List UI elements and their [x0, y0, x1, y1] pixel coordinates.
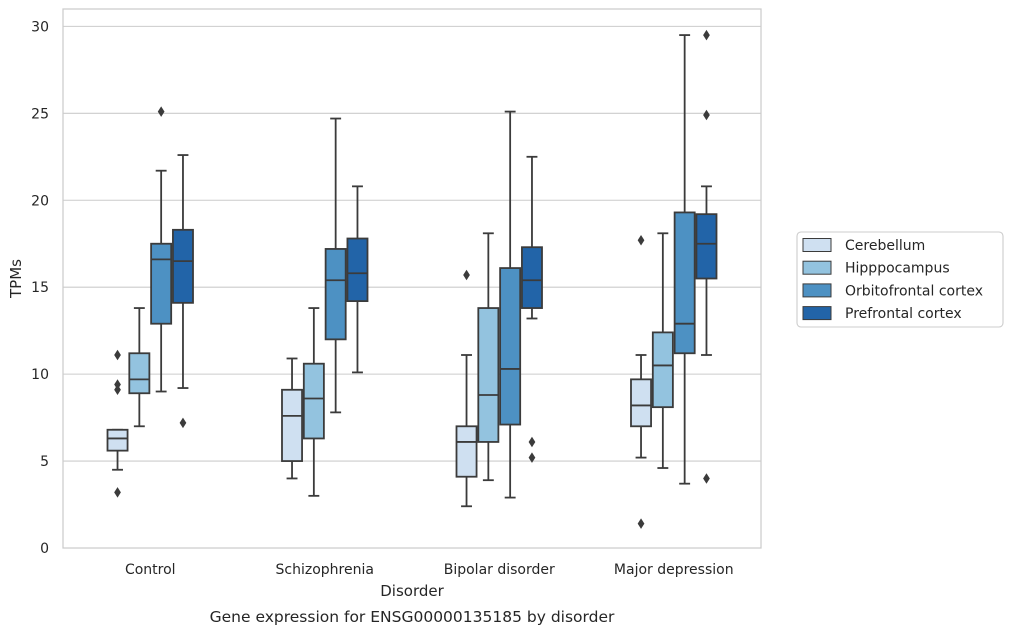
x-tick-label: Schizophrenia — [276, 562, 374, 578]
legend-swatch — [802, 238, 832, 252]
x-tick-label: Bipolar disorder — [444, 562, 555, 578]
y-tick-label: 5 — [40, 454, 49, 470]
box-iqr — [499, 267, 522, 426]
box-cerebellum-0 — [106, 349, 129, 498]
box-iqr — [477, 307, 500, 443]
box-groups — [106, 29, 718, 529]
box-orbitofrontal-cortex-1 — [324, 117, 347, 414]
outlier-point — [528, 436, 536, 448]
legend-swatch — [802, 306, 832, 321]
box-orbitofrontal-cortex-0 — [150, 106, 173, 393]
box-iqr — [150, 242, 173, 325]
x-tick-labels: Control Schizophrenia Bipolar disorder Majo… — [125, 562, 734, 578]
box-prefrontal-cortex-2 — [521, 155, 543, 463]
x-tick-label: Control — [125, 562, 176, 578]
legend: Cerebellum Hipppocampus Orbitofrontal cort… — [796, 231, 1004, 328]
outlier-point — [703, 473, 710, 484]
box-iqr — [521, 246, 543, 309]
outlier-point — [703, 29, 710, 41]
outlier-point — [528, 452, 536, 463]
box-hipppocampus-3 — [651, 232, 674, 469]
legend-frame — [796, 231, 1004, 328]
legend-entry-label: Cerebellum — [845, 238, 925, 254]
box-iqr — [106, 428, 129, 452]
y-tick-label: 30 — [31, 19, 49, 35]
x-tick-label: Major depression — [614, 562, 734, 578]
box-prefrontal-cortex-1 — [346, 185, 369, 374]
outlier-point — [114, 349, 121, 361]
outlier-point — [637, 518, 645, 529]
y-tick-label: 15 — [31, 280, 49, 296]
outlier-point — [463, 269, 470, 281]
legend-entry-label: Prefrontal cortex — [845, 306, 962, 322]
y-tick-label: 25 — [31, 106, 49, 122]
box-cerebellum-3 — [630, 234, 652, 529]
y-tick-labels: 0 5 10 15 20 25 30 — [31, 19, 49, 557]
plot-frame — [62, 8, 762, 549]
box-orbitofrontal-cortex-2 — [499, 110, 522, 499]
box-iqr — [324, 248, 347, 341]
box-hipppocampus-1 — [302, 307, 325, 497]
box-hipppocampus-0 — [128, 307, 151, 428]
box-prefrontal-cortex-3 — [695, 29, 718, 484]
box-iqr — [346, 237, 369, 303]
box-iqr — [673, 211, 696, 355]
box-hipppocampus-2 — [477, 232, 500, 482]
y-tick-label: 10 — [31, 367, 49, 383]
y-tick-label: 0 — [40, 541, 49, 557]
box-iqr — [172, 228, 194, 304]
outlier-point — [703, 109, 710, 121]
outlier-point — [157, 106, 165, 117]
y-tick-label: 20 — [31, 193, 49, 209]
box-iqr — [630, 378, 652, 428]
y-axis-label: TPMs — [7, 259, 25, 299]
outlier-point — [179, 417, 187, 429]
box-iqr — [281, 388, 303, 462]
legend-entry-label: Hipppocampus — [845, 261, 950, 277]
box-cerebellum-1 — [281, 357, 303, 480]
box-orbitofrontal-cortex-3 — [673, 34, 696, 485]
box-iqr — [651, 331, 674, 409]
box-iqr — [128, 352, 151, 395]
x-axis-label: Disorder — [380, 582, 444, 600]
box-prefrontal-cortex-0 — [172, 154, 194, 429]
outlier-point — [114, 379, 121, 390]
legend-swatch — [802, 260, 832, 275]
outlier-point — [114, 487, 121, 498]
box-iqr — [695, 213, 718, 280]
box-iqr — [302, 362, 325, 440]
box-iqr — [455, 425, 478, 478]
chart-caption: Gene expression for ENSG00000135185 by d… — [210, 608, 615, 626]
box-cerebellum-2 — [455, 269, 478, 508]
legend-swatch — [802, 283, 832, 298]
legend-entry-label: Orbitofrontal cortex — [845, 283, 983, 299]
outlier-point — [637, 234, 645, 246]
